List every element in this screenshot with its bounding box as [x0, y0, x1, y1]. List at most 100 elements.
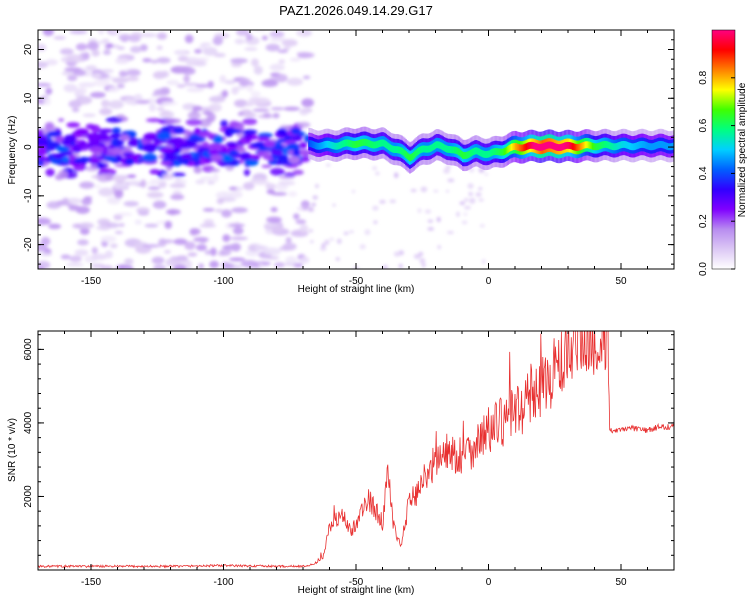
noise-blob	[71, 108, 80, 113]
noise-blob	[329, 237, 334, 242]
noise-blob	[174, 179, 187, 184]
noise-blob	[92, 79, 111, 87]
ridge-cell	[542, 143, 545, 150]
noise-blob	[100, 235, 117, 243]
noise-blob	[359, 244, 366, 250]
ridge-cell	[361, 139, 364, 146]
noise-blob	[151, 256, 165, 265]
band-blob	[115, 139, 125, 146]
ridge-cell	[436, 141, 439, 149]
ridge-cell	[671, 142, 674, 150]
ridge-cell	[362, 138, 365, 146]
noise-blob	[67, 74, 78, 82]
ridge-cell	[643, 141, 646, 149]
ridge-cell	[582, 142, 585, 149]
noise-blob	[203, 110, 213, 116]
ridge-cell	[522, 144, 525, 152]
noise-blob	[115, 180, 126, 185]
noise-blob	[115, 57, 129, 65]
band-blob	[248, 154, 261, 160]
ridge-cell	[420, 145, 423, 153]
noise-blob	[382, 264, 388, 269]
noise-blob	[175, 256, 189, 262]
noise-blob	[223, 262, 235, 269]
ridge-cell	[367, 140, 370, 147]
noise-blob	[364, 229, 371, 236]
noise-blob	[248, 97, 262, 105]
ridge-cell	[536, 143, 539, 151]
noise-blob	[443, 168, 450, 174]
ridge-cell	[405, 151, 407, 158]
noise-blob	[312, 195, 318, 200]
ridge-cell	[556, 143, 558, 151]
noise-blob	[175, 50, 187, 56]
x-tick-label: 50	[615, 577, 627, 588]
noise-blob	[464, 205, 471, 210]
ridge-cell	[564, 142, 566, 150]
ridge-cell	[621, 141, 623, 148]
noise-blob	[149, 169, 161, 175]
ridge-cell	[545, 142, 548, 149]
noise-blob	[228, 257, 246, 262]
noise-blob	[181, 67, 196, 75]
ridge-cell	[410, 153, 413, 161]
ridge-cell	[426, 145, 429, 153]
ridge-cell	[505, 146, 508, 154]
ridge-cell	[439, 142, 442, 149]
ridge-cell	[390, 145, 393, 152]
noise-blob	[107, 196, 121, 205]
noise-blob	[269, 36, 286, 42]
ridge-cell	[594, 143, 597, 151]
noise-blob	[261, 164, 272, 169]
ridge-cell	[321, 142, 324, 149]
noise-blob	[45, 168, 55, 177]
noise-blob	[92, 73, 102, 79]
noise-blob	[116, 212, 133, 216]
noise-blob	[158, 238, 167, 247]
noise-blob	[265, 183, 277, 190]
noise-blob	[389, 199, 397, 204]
ridge-cell	[325, 140, 328, 148]
noise-blob	[64, 67, 82, 72]
ridge-cell	[366, 139, 369, 147]
noise-blob	[129, 98, 139, 106]
noise-blob	[427, 227, 435, 231]
ridge-cell	[337, 142, 340, 150]
ridge-cell	[635, 142, 638, 150]
ridge-cell	[350, 140, 353, 148]
noise-blob	[212, 173, 219, 183]
noise-blob	[69, 205, 81, 210]
ridge-cell	[515, 143, 517, 150]
ridge-cell	[623, 141, 626, 148]
ridge-cell	[544, 142, 547, 150]
x-tick-label: -50	[349, 577, 364, 588]
noise-blob	[195, 179, 206, 185]
noise-blob	[461, 220, 468, 224]
noise-blob	[173, 238, 188, 245]
ridge-cell	[369, 140, 372, 148]
noise-blob	[147, 186, 161, 190]
noise-blob	[112, 44, 120, 49]
noise-blob	[123, 200, 139, 207]
ridge-cell	[497, 148, 500, 156]
noise-blob	[199, 223, 217, 228]
ridge-cell	[427, 145, 430, 153]
noise-blob	[445, 189, 450, 193]
ridge-cell	[553, 142, 556, 150]
ridge-cell	[354, 141, 357, 148]
noise-blob	[59, 48, 74, 55]
ridge-cell	[648, 143, 651, 151]
colorbar-gradient	[712, 30, 735, 269]
ridge-cell	[371, 141, 374, 149]
ridge-cell	[386, 142, 389, 150]
noise-blob	[270, 206, 278, 213]
noise-blob	[165, 208, 181, 215]
ridge-cell	[455, 147, 458, 154]
ridge-cell	[419, 146, 422, 154]
noise-blob	[190, 228, 201, 235]
noise-blob	[42, 30, 54, 37]
band-blob	[89, 146, 105, 154]
ridge-cell	[342, 140, 345, 147]
spectrogram-ylabel: Frequency (Hz)	[7, 116, 18, 185]
noise-blob	[38, 61, 48, 69]
